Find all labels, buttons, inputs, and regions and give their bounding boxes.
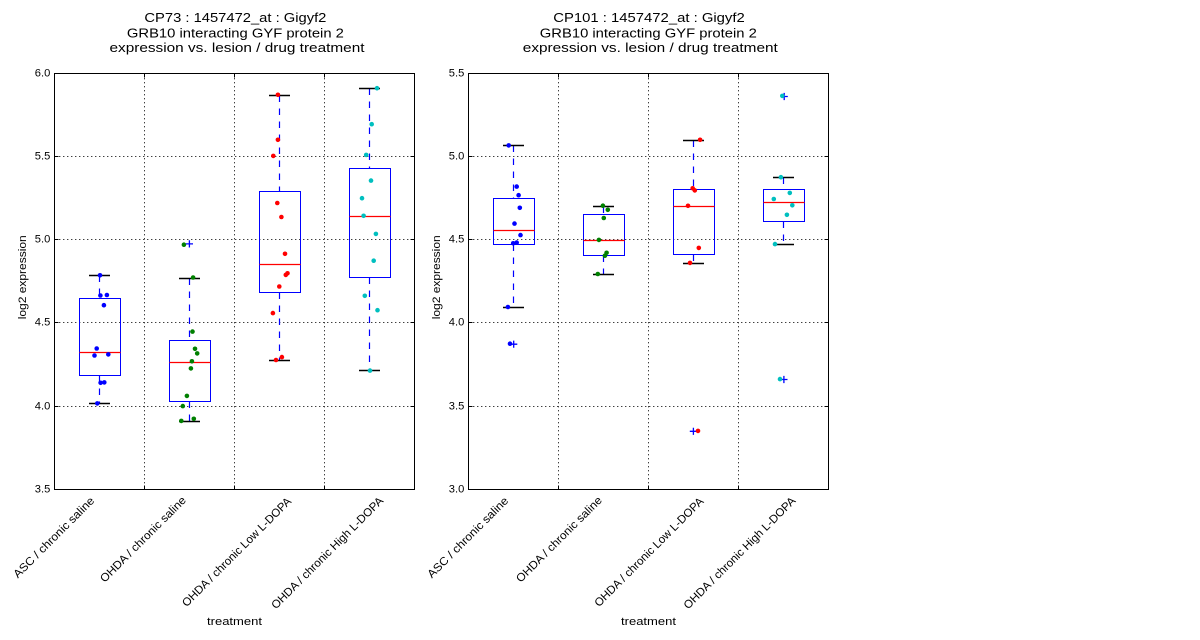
svg-text:5.5: 5.5: [35, 150, 51, 162]
svg-text:3.5: 3.5: [35, 483, 51, 495]
svg-text:4.0: 4.0: [449, 316, 465, 328]
svg-text:OHDA / chronic High L-DOPA: OHDA / chronic High L-DOPA: [269, 495, 386, 612]
svg-text:GRB10 interacting GYF protein: GRB10 interacting GYF protein 2: [540, 25, 757, 40]
svg-text:6.0: 6.0: [35, 67, 51, 79]
svg-text:CP101 : 1457472_at : Gigyf2: CP101 : 1457472_at : Gigyf2: [553, 10, 745, 25]
svg-text:5.5: 5.5: [449, 67, 465, 79]
svg-text:5.0: 5.0: [449, 150, 465, 162]
svg-text:3.0: 3.0: [449, 483, 465, 495]
svg-text:OHDA / chronic saline: OHDA / chronic saline: [514, 495, 605, 586]
svg-text:OHDA / chronic Low L-DOPA: OHDA / chronic Low L-DOPA: [593, 495, 707, 609]
svg-text:OHDA / chronic saline: OHDA / chronic saline: [98, 495, 189, 586]
svg-text:CP73 : 1457472_at : Gigyf2: CP73 : 1457472_at : Gigyf2: [144, 10, 326, 25]
svg-text:OHDA / chronic Low L-DOPA: OHDA / chronic Low L-DOPA: [180, 495, 294, 609]
svg-text:log2 expression: log2 expression: [17, 235, 29, 319]
svg-text:expression vs. lesion / drug t: expression vs. lesion / drug treatment: [523, 40, 778, 55]
svg-text:GRB10 interacting GYF protein: GRB10 interacting GYF protein 2: [127, 25, 344, 40]
svg-text:4.5: 4.5: [449, 233, 465, 245]
svg-text:ASC / chronic saline: ASC / chronic saline: [426, 495, 512, 581]
svg-text:treatment: treatment: [207, 616, 262, 628]
svg-text:ASC / chronic saline: ASC / chronic saline: [12, 495, 98, 581]
svg-text:expression vs. lesion / drug t: expression vs. lesion / drug treatment: [110, 40, 365, 55]
svg-text:3.5: 3.5: [449, 400, 465, 412]
svg-text:OHDA / chronic High L-DOPA: OHDA / chronic High L-DOPA: [682, 495, 799, 612]
svg-text:treatment: treatment: [621, 616, 676, 628]
svg-text:log2 expression: log2 expression: [431, 235, 443, 319]
svg-text:4.5: 4.5: [35, 316, 51, 328]
svg-text:5.0: 5.0: [35, 233, 51, 245]
svg-text:4.0: 4.0: [35, 400, 51, 412]
